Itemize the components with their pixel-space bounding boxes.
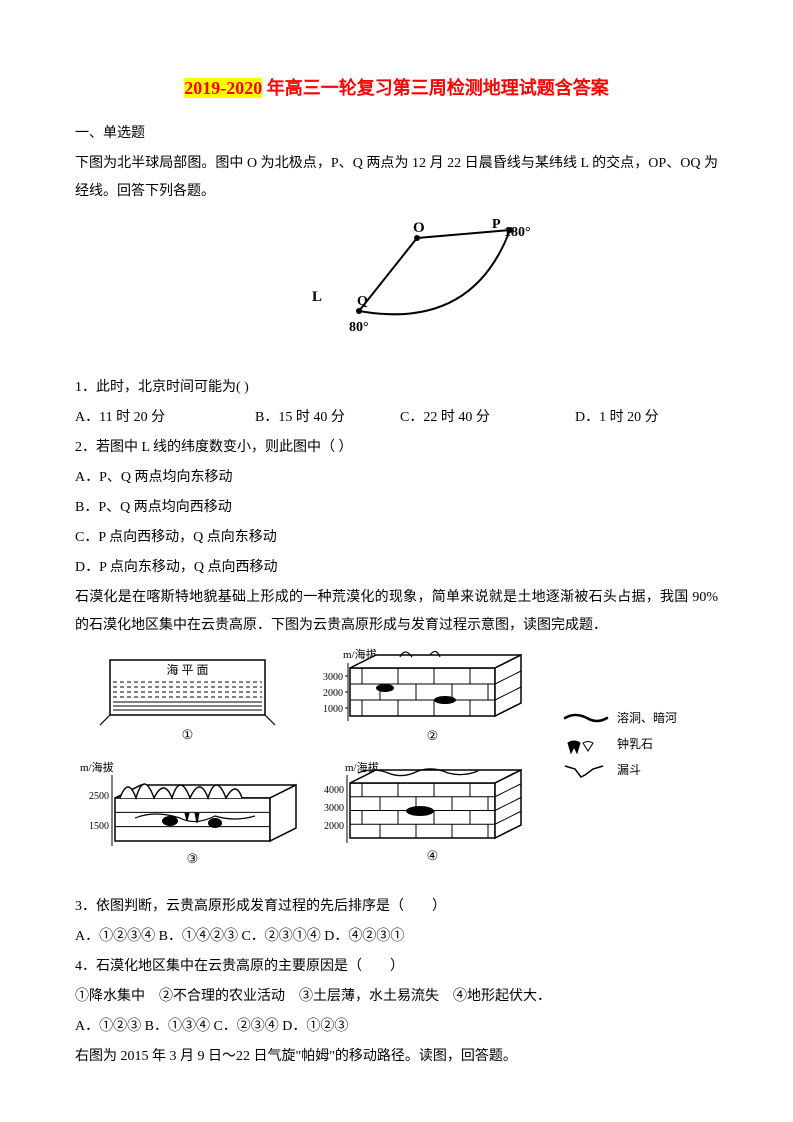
svg-text:180°: 180°	[504, 225, 531, 240]
q1-opt-c: C．22 时 40 分	[400, 404, 575, 432]
q3-options: A．①②③④ B．①④②③ C．②③①④ D．④②③①	[75, 923, 718, 951]
svg-text:m/海拔: m/海拔	[80, 760, 114, 774]
q1-stem: 1．此时，北京时间可能为( )	[75, 374, 718, 402]
svg-text:2500: 2500	[89, 791, 109, 802]
svg-text:O: O	[413, 220, 425, 236]
figure-2: 海 平 面①m/海拔300020001000②m/海拔25001500③m/海拔…	[75, 648, 718, 883]
q2-opt-b: B．P、Q 两点均向西移动	[75, 494, 718, 522]
passage-2: 石漠化是在喀斯特地貌基础上形成的一种荒漠化的现象，简单来说就是土地逐渐被石头占据…	[75, 584, 718, 640]
q2-opt-a: A．P、Q 两点均向东移动	[75, 464, 718, 492]
svg-text:钟乳石: 钟乳石	[617, 736, 653, 751]
svg-text:3000: 3000	[324, 803, 344, 814]
svg-text:③: ③	[187, 851, 199, 866]
figure-1: O P180° Q 80° L	[75, 216, 718, 362]
svg-text:④: ④	[427, 848, 439, 863]
svg-text:1000: 1000	[323, 704, 343, 715]
svg-text:溶洞、暗河: 溶洞、暗河	[617, 710, 677, 725]
q4-stem: 4．石漠化地区集中在云贵高原的主要原因是（ ）	[75, 953, 718, 981]
q4-conditions: ①降水集中 ②不合理的农业活动 ③土层薄，水土易流失 ④地形起伏大．	[75, 983, 718, 1011]
q1-options: A．11 时 20 分 B．15 时 40 分 C．22 时 40 分 D．1 …	[75, 404, 718, 432]
svg-text:L: L	[312, 289, 322, 305]
q2-stem: 2．若图中 L 线的纬度数变小，则此图中（ ）	[75, 434, 718, 462]
page-title: 2019-2020 年高三一轮复习第三周检测地理试题含答案	[75, 70, 718, 106]
q4-options: A．①②③ B．①③④ C．②③④ D．①②③	[75, 1013, 718, 1041]
svg-text:3000: 3000	[323, 672, 343, 683]
svg-text:P: P	[492, 217, 501, 232]
svg-text:2000: 2000	[324, 821, 344, 832]
q1-opt-a: A．11 时 20 分	[75, 404, 255, 432]
q2-opt-c: C．P 点向西移动，Q 点向东移动	[75, 524, 718, 552]
passage-3: 右图为 2015 年 3 月 9 日～22 日气旋"帕姆"的移动路径。读图，回答…	[75, 1043, 718, 1071]
svg-text:4000: 4000	[324, 785, 344, 796]
svg-text:漏斗: 漏斗	[617, 763, 641, 777]
title-highlight: 2019-2020	[184, 78, 262, 98]
svg-text:Q: Q	[357, 294, 368, 309]
svg-text:80°: 80°	[349, 320, 369, 335]
svg-text:2000: 2000	[323, 688, 343, 699]
q2-opt-d: D．P 点向东移动，Q 点向西移动	[75, 554, 718, 582]
svg-text:海 平 面: 海 平 面	[166, 662, 208, 677]
svg-text:②: ②	[427, 728, 439, 743]
q1-opt-d: D．1 时 20 分	[575, 404, 659, 432]
svg-text:1500: 1500	[89, 821, 109, 832]
section-header: 一、单选题	[75, 120, 718, 148]
intro-paragraph: 下图为北半球局部图。图中 O 为北极点，P、Q 两点为 12 月 22 日晨昏线…	[75, 150, 718, 206]
q3-stem: 3．依图判断，云贵高原形成发育过程的先后排序是（ ）	[75, 893, 718, 921]
svg-text:①: ①	[182, 727, 194, 742]
title-rest: 年高三一轮复习第三周检测地理试题含答案	[262, 78, 609, 98]
q1-opt-b: B．15 时 40 分	[255, 404, 400, 432]
